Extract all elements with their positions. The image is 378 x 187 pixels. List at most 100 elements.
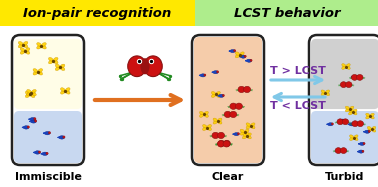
Ellipse shape: [356, 76, 358, 78]
FancyArrowPatch shape: [229, 50, 231, 52]
Ellipse shape: [53, 60, 58, 64]
Ellipse shape: [23, 44, 28, 48]
Ellipse shape: [217, 141, 225, 147]
Ellipse shape: [128, 56, 146, 77]
Ellipse shape: [340, 148, 347, 154]
FancyBboxPatch shape: [309, 35, 378, 165]
Ellipse shape: [219, 94, 224, 97]
Ellipse shape: [218, 118, 222, 122]
Ellipse shape: [203, 125, 207, 128]
Ellipse shape: [37, 43, 41, 46]
Ellipse shape: [218, 121, 222, 124]
Ellipse shape: [368, 130, 370, 132]
Ellipse shape: [235, 103, 242, 109]
Ellipse shape: [372, 129, 376, 132]
Ellipse shape: [337, 119, 344, 125]
Text: T > LCST: T > LCST: [270, 66, 326, 76]
Ellipse shape: [246, 123, 250, 126]
FancyArrowPatch shape: [218, 95, 220, 97]
Ellipse shape: [218, 132, 225, 139]
FancyArrowPatch shape: [246, 60, 248, 62]
Ellipse shape: [23, 42, 28, 45]
Bar: [195, 0, 378, 26]
Ellipse shape: [32, 90, 36, 93]
Ellipse shape: [48, 57, 53, 61]
Ellipse shape: [37, 45, 41, 49]
FancyBboxPatch shape: [12, 35, 84, 165]
Ellipse shape: [235, 52, 240, 55]
Ellipse shape: [204, 111, 208, 115]
Ellipse shape: [244, 55, 246, 57]
FancyArrowPatch shape: [358, 151, 359, 152]
FancyArrowPatch shape: [349, 123, 350, 125]
Ellipse shape: [25, 50, 30, 54]
Ellipse shape: [42, 43, 46, 46]
FancyBboxPatch shape: [14, 111, 82, 163]
Ellipse shape: [60, 91, 65, 94]
Ellipse shape: [200, 111, 204, 115]
Ellipse shape: [32, 92, 36, 96]
Ellipse shape: [30, 94, 35, 98]
Ellipse shape: [345, 106, 349, 109]
Ellipse shape: [60, 64, 65, 68]
Ellipse shape: [342, 66, 346, 69]
Ellipse shape: [360, 142, 364, 145]
Ellipse shape: [351, 74, 358, 80]
Ellipse shape: [223, 140, 230, 147]
Ellipse shape: [207, 125, 211, 128]
Ellipse shape: [230, 103, 237, 109]
Ellipse shape: [350, 135, 354, 138]
Ellipse shape: [365, 130, 370, 133]
Ellipse shape: [350, 109, 354, 112]
Ellipse shape: [211, 91, 216, 95]
Ellipse shape: [140, 58, 150, 74]
Ellipse shape: [216, 91, 220, 95]
Ellipse shape: [325, 90, 330, 93]
Ellipse shape: [321, 92, 325, 96]
Text: LCST behavior: LCST behavior: [234, 7, 340, 19]
FancyArrowPatch shape: [212, 71, 214, 73]
FancyArrowPatch shape: [359, 143, 361, 145]
Ellipse shape: [353, 109, 357, 113]
Ellipse shape: [63, 136, 65, 138]
FancyArrowPatch shape: [44, 132, 45, 134]
Text: Turbid: Turbid: [325, 172, 365, 182]
Ellipse shape: [27, 90, 31, 93]
Ellipse shape: [251, 123, 255, 126]
Ellipse shape: [224, 111, 231, 118]
Text: Clear: Clear: [212, 172, 244, 182]
Ellipse shape: [344, 119, 346, 121]
Ellipse shape: [223, 141, 230, 147]
Ellipse shape: [247, 135, 251, 139]
Ellipse shape: [55, 64, 60, 68]
Ellipse shape: [204, 114, 208, 117]
Ellipse shape: [39, 151, 41, 153]
Ellipse shape: [144, 56, 162, 77]
Ellipse shape: [65, 88, 70, 91]
Ellipse shape: [247, 59, 252, 62]
Ellipse shape: [243, 86, 251, 93]
Ellipse shape: [362, 150, 364, 152]
Ellipse shape: [42, 45, 46, 49]
Ellipse shape: [251, 125, 255, 129]
Ellipse shape: [33, 69, 38, 72]
Ellipse shape: [325, 92, 330, 96]
Ellipse shape: [240, 54, 244, 58]
FancyArrowPatch shape: [41, 153, 43, 155]
Ellipse shape: [204, 74, 206, 76]
Ellipse shape: [48, 60, 53, 64]
Ellipse shape: [235, 54, 240, 58]
Ellipse shape: [367, 126, 371, 130]
Ellipse shape: [353, 112, 357, 115]
Ellipse shape: [340, 119, 345, 122]
FancyArrowPatch shape: [364, 131, 366, 133]
Ellipse shape: [46, 152, 48, 155]
Ellipse shape: [350, 106, 354, 109]
Ellipse shape: [366, 113, 370, 117]
Ellipse shape: [213, 121, 217, 124]
Ellipse shape: [35, 151, 40, 154]
Ellipse shape: [42, 152, 48, 156]
Ellipse shape: [38, 69, 43, 72]
Ellipse shape: [346, 66, 350, 69]
Ellipse shape: [48, 132, 51, 134]
